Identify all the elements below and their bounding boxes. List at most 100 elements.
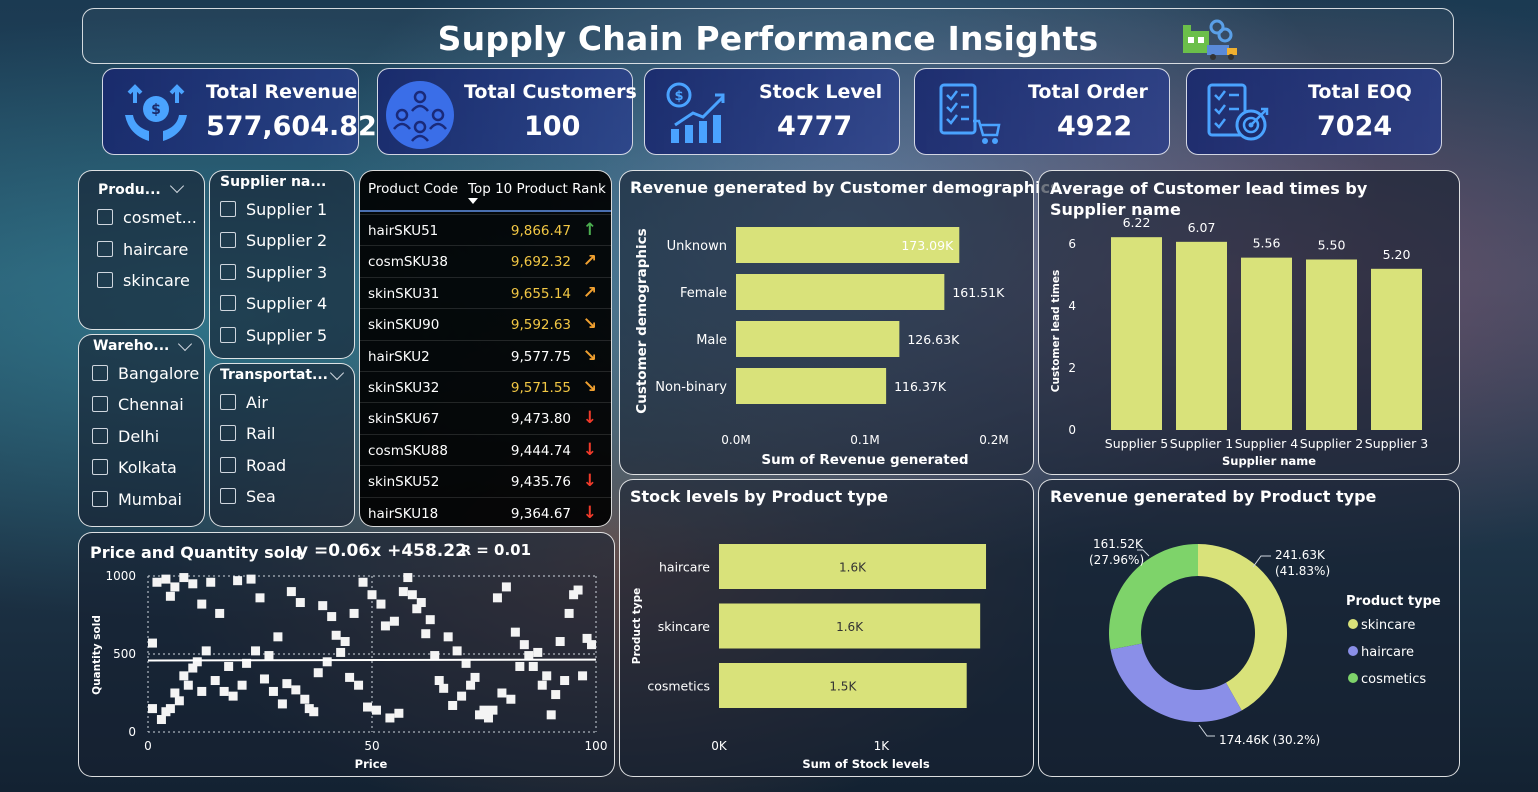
data-point[interactable]: [430, 651, 440, 661]
data-point[interactable]: [161, 574, 171, 584]
bar[interactable]: [1176, 241, 1227, 430]
checkbox[interactable]: [97, 241, 113, 257]
data-point[interactable]: [380, 621, 390, 631]
chevron-down-icon[interactable]: [177, 336, 193, 352]
data-point[interactable]: [300, 694, 310, 704]
table-row[interactable]: skinSKU90 9,592.63 ↘: [360, 308, 611, 340]
data-point[interactable]: [327, 612, 337, 622]
bar[interactable]: [1241, 257, 1292, 430]
data-point[interactable]: [309, 707, 319, 717]
data-point[interactable]: [354, 680, 364, 690]
data-point[interactable]: [237, 680, 247, 690]
data-point[interactable]: [259, 674, 269, 684]
bar[interactable]: [736, 274, 945, 310]
data-point[interactable]: [385, 713, 395, 723]
data-point[interactable]: [147, 638, 157, 648]
data-point[interactable]: [501, 582, 511, 592]
data-point[interactable]: [551, 690, 561, 700]
bar[interactable]: [719, 603, 981, 649]
table-row[interactable]: skinSKU52 9,435.76 ↓: [360, 465, 611, 497]
table-row[interactable]: skinSKU32 9,571.55 ↘: [360, 371, 611, 403]
data-point[interactable]: [331, 630, 341, 640]
slicer-option[interactable]: haircare: [97, 240, 188, 259]
data-point[interactable]: [224, 661, 234, 671]
data-point[interactable]: [255, 593, 265, 603]
data-point[interactable]: [443, 632, 453, 642]
data-point[interactable]: [188, 579, 198, 589]
data-point[interactable]: [421, 629, 431, 639]
data-point[interactable]: [434, 676, 444, 686]
data-point[interactable]: [161, 707, 171, 717]
slicer-option[interactable]: Bangalore: [92, 364, 199, 383]
data-point[interactable]: [515, 661, 525, 671]
bar[interactable]: [1111, 237, 1162, 430]
data-point[interactable]: [201, 646, 211, 656]
data-point[interactable]: [174, 696, 184, 706]
data-point[interactable]: [394, 708, 404, 718]
data-point[interactable]: [398, 587, 408, 597]
table-row[interactable]: cosmSKU38 9,692.32 ↗: [360, 245, 611, 277]
data-point[interactable]: [407, 590, 417, 600]
chevron-down-icon[interactable]: [169, 178, 185, 194]
data-point[interactable]: [479, 705, 489, 715]
data-point[interactable]: [425, 615, 435, 625]
donut-slice[interactable]: [1109, 544, 1198, 650]
bar[interactable]: [719, 544, 987, 589]
slicer-option[interactable]: Sea: [220, 487, 276, 506]
table-row[interactable]: skinSKU67 9,473.80 ↓: [360, 402, 611, 434]
data-point[interactable]: [242, 658, 252, 668]
checkbox[interactable]: [220, 425, 236, 441]
data-point[interactable]: [336, 647, 346, 657]
data-point[interactable]: [483, 713, 493, 723]
data-point[interactable]: [528, 661, 538, 671]
data-point[interactable]: [340, 637, 350, 647]
data-point[interactable]: [492, 593, 502, 603]
data-point[interactable]: [210, 676, 220, 686]
data-point[interactable]: [273, 632, 283, 642]
checkbox[interactable]: [92, 396, 108, 412]
data-point[interactable]: [268, 686, 278, 696]
legend-item[interactable]: skincare: [1361, 618, 1415, 633]
table-row[interactable]: skinSKU31 9,655.14 ↗: [360, 276, 611, 309]
data-point[interactable]: [251, 646, 261, 656]
checkbox[interactable]: [220, 264, 236, 280]
data-point[interactable]: [197, 599, 207, 609]
table-header-product-code[interactable]: Product Code: [368, 181, 459, 197]
slicer-option[interactable]: Supplier 5: [220, 326, 327, 345]
checkbox[interactable]: [220, 327, 236, 343]
checkbox[interactable]: [220, 488, 236, 504]
data-point[interactable]: [519, 640, 529, 650]
data-point[interactable]: [416, 598, 426, 608]
data-point[interactable]: [466, 680, 476, 690]
slicer-option[interactable]: Air: [220, 393, 268, 412]
checkbox[interactable]: [220, 201, 236, 217]
data-point[interactable]: [152, 577, 162, 587]
slicer-option[interactable]: Chennai: [92, 395, 184, 414]
bar[interactable]: [1371, 268, 1422, 430]
data-point[interactable]: [233, 576, 243, 586]
data-point[interactable]: [470, 672, 480, 682]
data-point[interactable]: [215, 608, 225, 618]
data-point[interactable]: [524, 651, 534, 661]
slicer-option[interactable]: Mumbai: [92, 490, 182, 509]
slicer-option[interactable]: Supplier 4: [220, 294, 327, 313]
data-point[interactable]: [349, 608, 359, 618]
bar[interactable]: [719, 663, 967, 708]
data-point[interactable]: [165, 591, 175, 601]
data-point[interactable]: [179, 573, 189, 583]
chevron-down-icon[interactable]: [329, 365, 345, 381]
data-point[interactable]: [295, 598, 305, 608]
data-point[interactable]: [569, 590, 579, 600]
table-row[interactable]: hairSKU51 9,866.47 ↑: [360, 214, 611, 246]
data-point[interactable]: [179, 671, 189, 681]
checkbox[interactable]: [97, 272, 113, 288]
data-point[interactable]: [322, 657, 332, 667]
data-point[interactable]: [546, 710, 556, 720]
data-point[interactable]: [363, 702, 373, 712]
checkbox[interactable]: [97, 209, 113, 225]
data-point[interactable]: [488, 705, 498, 715]
data-point[interactable]: [188, 663, 198, 673]
checkbox[interactable]: [92, 365, 108, 381]
table-header-rank[interactable]: Top 10 Product Rank: [468, 181, 606, 197]
slicer-option[interactable]: Delhi: [92, 427, 159, 446]
